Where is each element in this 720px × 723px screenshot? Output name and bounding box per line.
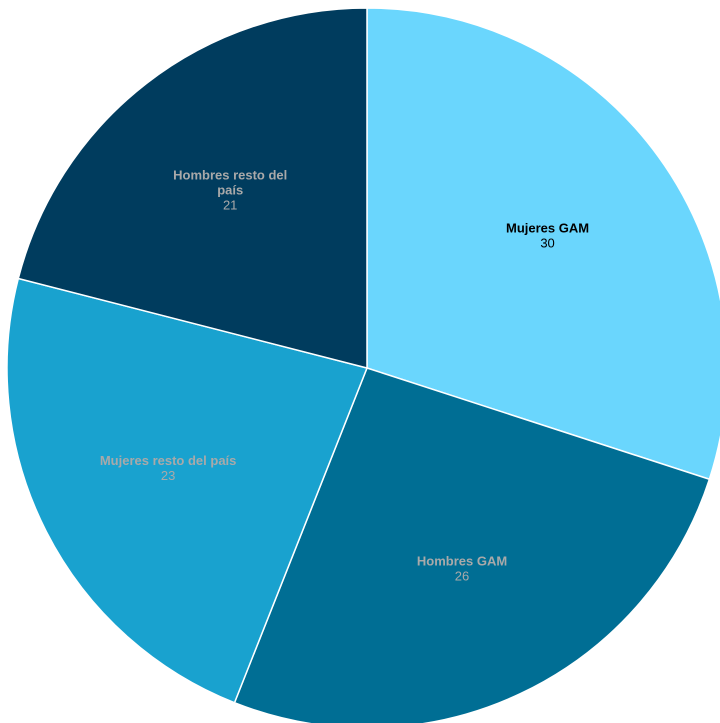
- slice-value-0: 30: [540, 236, 554, 251]
- slice-value-2: 23: [161, 468, 175, 483]
- pie-slice-1[interactable]: [233, 367, 711, 723]
- slice-name-2: Mujeres resto del país: [100, 453, 237, 468]
- slice-name-0: Mujeres GAM: [506, 221, 589, 236]
- slice-name-3-line-0: Hombres resto del: [173, 168, 287, 183]
- pie-slice-3[interactable]: [17, 7, 368, 369]
- slice-label-0: Mujeres GAM 30: [506, 221, 589, 251]
- pie-slice-2[interactable]: [6, 277, 369, 704]
- slice-label-1: Hombres GAM 26: [417, 554, 507, 584]
- slice-label-3: Hombres resto del país 21: [173, 168, 287, 213]
- slice-name-1: Hombres GAM: [417, 554, 507, 569]
- slice-label-2: Mujeres resto del país 23: [100, 453, 237, 483]
- slice-name-3-line-1: país: [217, 183, 243, 198]
- slice-value-3: 21: [223, 198, 237, 213]
- slice-value-1: 26: [455, 569, 469, 584]
- pie-slice-0[interactable]: [366, 7, 720, 481]
